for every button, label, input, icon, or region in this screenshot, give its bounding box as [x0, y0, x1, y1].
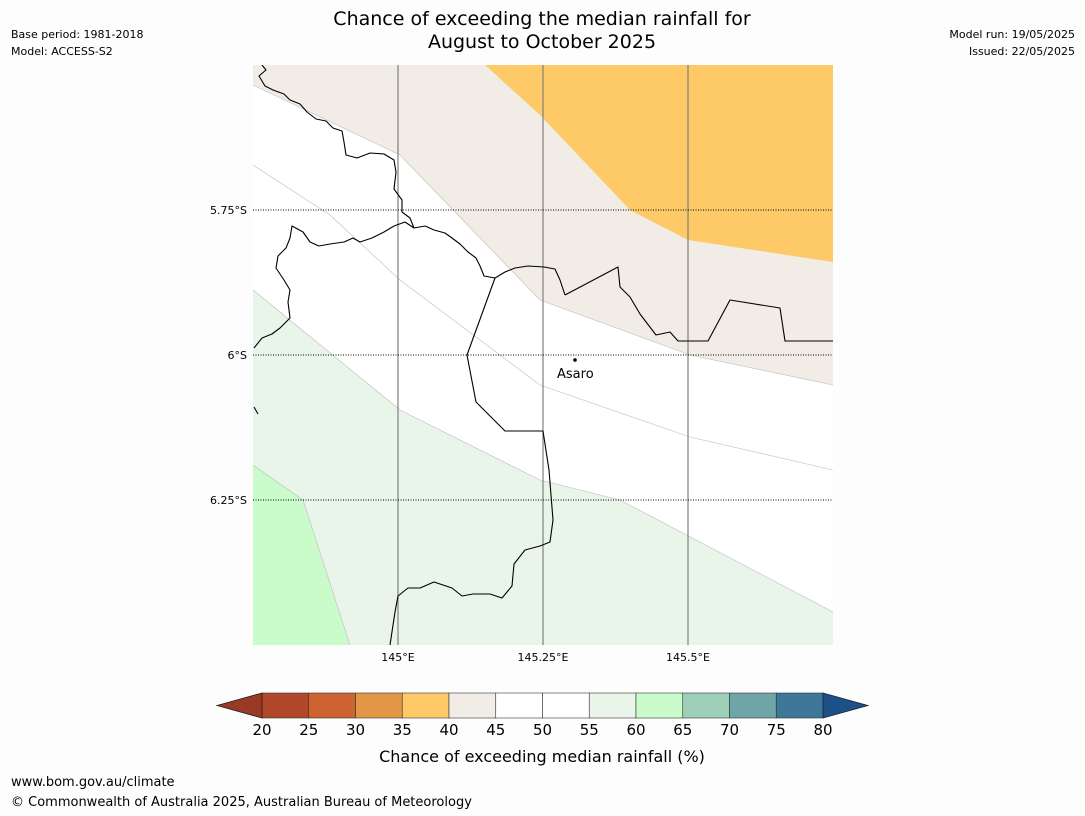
colorbar-tick-label: 80	[813, 721, 832, 739]
lon-label-145-25e: 145.25°E	[518, 651, 569, 664]
model-name: Model: ACCESS-S2	[11, 45, 113, 58]
title-line-1: Chance of exceeding the median rainfall …	[333, 8, 751, 30]
colorbar-tick-label: 55	[580, 721, 599, 739]
colorbar-tick-label: 75	[767, 721, 786, 739]
colorbar-swatch	[682, 692, 730, 719]
footer-url[interactable]: www.bom.gov.au/climate	[11, 775, 175, 790]
colorbar-tick-label: 70	[720, 721, 739, 739]
colorbar-tick-label: 60	[626, 721, 645, 739]
issued-date: Issued: 22/05/2025	[968, 45, 1075, 58]
province-borders	[253, 65, 833, 645]
colorbar-tick-label: 40	[439, 721, 458, 739]
asaro-marker	[573, 358, 577, 362]
lat-label-6-25s: 6.25°S	[210, 494, 247, 507]
lon-label-145-5e: 145.5°E	[666, 651, 710, 664]
colorbar-tick-label: 45	[486, 721, 505, 739]
colorbar-swatch	[261, 692, 310, 719]
orange-band	[485, 65, 833, 262]
lat-label-5-75s: 5.75°S	[210, 204, 247, 217]
colorbar-swatch	[775, 692, 824, 719]
colorbar-swatch	[448, 692, 497, 719]
green-band	[253, 465, 350, 645]
colorbar-swatch	[308, 692, 356, 719]
asaro-label: Asaro	[557, 367, 594, 382]
colorbar-swatch	[495, 692, 543, 719]
colorbar-low-arrow	[215, 692, 263, 719]
colorbar-ticks: 20 25 30 35 40 45 50 55 60 65 70 75 80	[252, 721, 832, 739]
colorbar-tick-label: 30	[346, 721, 365, 739]
colorbar-swatch	[635, 692, 684, 719]
metadata-right: Model run: 19/05/2025 Issued: 22/05/2025	[949, 26, 1075, 60]
colorbar-swatches	[261, 692, 824, 719]
colorbar-swatch	[401, 692, 450, 719]
lat-label-6s: 6°S	[228, 349, 247, 362]
model-run: Model run: 19/05/2025	[949, 28, 1075, 41]
colorbar-high-arrow	[822, 692, 870, 719]
colorbar-tick-label: 65	[673, 721, 692, 739]
colorbar-tick-label: 35	[393, 721, 412, 739]
colorbar-swatch	[588, 692, 637, 719]
colorbar-tick-label: 50	[533, 721, 552, 739]
map-layers	[253, 65, 833, 645]
lon-label-145e: 145°E	[381, 651, 414, 664]
latitude-lines	[253, 209, 833, 501]
colorbar-tick-label: 20	[252, 721, 271, 739]
rainfall-map: Asaro 5.75°S 6°S 6.25°S 145°E 145.25°E 1…	[210, 65, 833, 664]
colorbar-tick-label: 25	[299, 721, 318, 739]
colorbar-swatch	[729, 692, 777, 719]
title-line-2: August to October 2025	[427, 31, 657, 53]
metadata-left: Base period: 1981-2018 Model: ACCESS-S2	[11, 26, 143, 60]
map-title: Chance of exceeding the median rainfall …	[242, 8, 842, 54]
footer-copyright: © Commonwealth of Australia 2025, Austra…	[11, 795, 472, 810]
colorbar-swatch	[542, 692, 590, 719]
base-period: Base period: 1981-2018	[11, 28, 144, 41]
colorbar: 20 25 30 35 40 45 50 55 60 65 70 75 80 Chance of exc…	[215, 692, 870, 766]
colorbar-title: Chance of exceeding median rainfall (%)	[379, 747, 705, 766]
colorbar-swatch	[355, 692, 403, 719]
